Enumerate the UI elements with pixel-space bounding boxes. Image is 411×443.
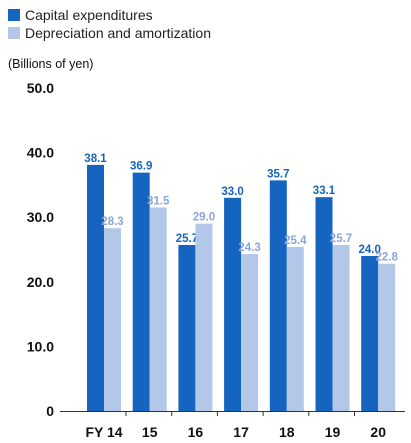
bar-depreciation [332, 244, 350, 411]
data-label-depreciation: 22.8 [376, 252, 399, 264]
data-label-depreciation: 25.4 [284, 235, 307, 247]
y-tick-label: 10.0 [27, 338, 54, 354]
bar-capex [269, 180, 287, 411]
bar-capex [361, 255, 379, 411]
x-tick-label: 18 [279, 424, 295, 440]
y-axis-unit-label: (Billions of yen) [8, 57, 94, 71]
x-tick-label: 16 [188, 424, 204, 440]
chart-legend: Capital expenditures Depreciation and am… [8, 6, 211, 42]
data-label-depreciation: 31.5 [147, 196, 170, 208]
y-tick-label: 40.0 [27, 145, 54, 161]
y-tick-label: 50.0 [27, 80, 54, 96]
data-label-depreciation: 28.3 [101, 216, 123, 228]
legend-label-capex: Capital expenditures [25, 7, 153, 23]
bar-capex [315, 197, 333, 411]
data-label-capex: 38.1 [84, 153, 107, 165]
bar-capex [178, 244, 196, 411]
bar-depreciation [286, 246, 304, 411]
data-label-depreciation: 25.7 [330, 233, 352, 245]
legend-label-depreciation: Depreciation and amortization [25, 25, 211, 41]
x-tick-label: 19 [325, 424, 341, 440]
y-tick-label: 20.0 [27, 274, 54, 290]
bar-capex [132, 172, 150, 411]
data-label-capex: 24.0 [359, 244, 381, 256]
legend-swatch-depreciation [8, 27, 20, 39]
data-label-capex: 35.7 [267, 168, 289, 180]
x-tick-label: FY 14 [85, 424, 122, 440]
data-label-depreciation: 24.3 [238, 242, 260, 254]
bar-capex [87, 164, 104, 411]
x-tick-label: 20 [370, 424, 386, 440]
bar-depreciation [149, 207, 167, 411]
data-label-depreciation: 29.0 [193, 212, 215, 224]
legend-swatch-capex [8, 9, 20, 21]
bar-depreciation [378, 263, 396, 411]
bar-depreciation [104, 228, 121, 411]
data-label-capex: 36.9 [130, 161, 152, 173]
bar-depreciation [241, 254, 259, 411]
data-label-capex: 25.7 [176, 233, 198, 245]
x-tick-label: 17 [233, 424, 249, 440]
y-tick-label: 30.0 [27, 209, 54, 225]
legend-item-capex: Capital expenditures [8, 6, 211, 24]
bar-capex [224, 197, 242, 411]
bar-depreciation [195, 223, 213, 411]
data-label-capex: 33.1 [313, 185, 336, 197]
data-label-capex: 33.0 [221, 186, 243, 198]
legend-item-depreciation: Depreciation and amortization [8, 24, 211, 42]
x-tick-label: 15 [142, 424, 158, 440]
y-tick-label: 0 [46, 403, 54, 419]
